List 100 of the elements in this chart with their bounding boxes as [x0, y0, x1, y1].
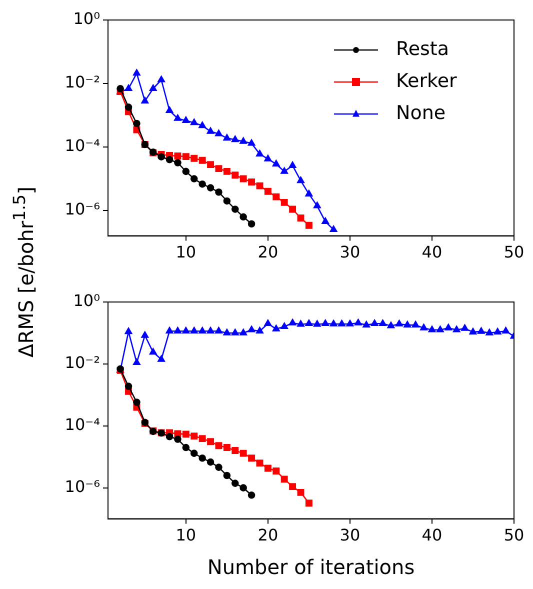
point: [223, 328, 231, 336]
point: [330, 320, 338, 326]
x-tick-label: 50: [504, 242, 524, 262]
point: [215, 464, 222, 471]
point: [124, 382, 132, 390]
point: [256, 460, 264, 467]
point: [206, 458, 214, 466]
point: [494, 328, 502, 334]
point: [436, 326, 444, 332]
point: [206, 127, 214, 134]
x-tick-label: 10: [176, 526, 196, 545]
point: [158, 355, 165, 362]
point: [305, 320, 313, 326]
point: [297, 176, 304, 184]
point: [231, 206, 239, 213]
point: [206, 326, 214, 334]
point: [288, 318, 296, 326]
point: [182, 153, 190, 160]
point: [174, 436, 182, 443]
x-tick-label: 20: [258, 526, 278, 545]
point: [190, 326, 198, 334]
point: [395, 320, 403, 326]
point: [182, 430, 190, 438]
point: [198, 326, 206, 334]
point: [256, 326, 264, 334]
point: [240, 328, 248, 336]
point: [174, 326, 182, 334]
y-tick-label: 10⁰: [73, 291, 100, 310]
point: [232, 447, 239, 454]
x-tick-label: 50: [504, 526, 524, 545]
point: [182, 326, 190, 334]
point: [289, 483, 296, 490]
point: [248, 326, 256, 332]
point: [133, 69, 140, 76]
point: [231, 328, 239, 336]
point: [313, 320, 321, 327]
point: [289, 206, 296, 213]
point: [248, 178, 256, 186]
point: [240, 213, 247, 221]
point: [207, 161, 214, 168]
point: [461, 324, 468, 331]
legend-label: Kerker: [396, 70, 458, 92]
point: [149, 348, 157, 355]
point: [198, 156, 206, 164]
point: [240, 450, 247, 457]
y-tick-label: 10⁻²: [64, 353, 100, 372]
point: [158, 76, 165, 82]
point: [452, 326, 460, 332]
point: [149, 84, 157, 92]
point: [248, 139, 256, 146]
point: [215, 326, 222, 334]
point: [297, 214, 304, 222]
point: [330, 225, 338, 232]
point: [190, 175, 198, 182]
point: [280, 198, 288, 206]
point: [428, 326, 436, 332]
point: [305, 190, 313, 196]
point: [215, 130, 222, 136]
point: [256, 182, 264, 190]
point: [223, 168, 230, 175]
point: [322, 217, 330, 224]
point: [198, 122, 206, 128]
point: [305, 500, 312, 507]
point: [354, 318, 362, 326]
point: [370, 320, 378, 326]
point: [232, 172, 239, 179]
point: [272, 193, 280, 200]
point: [133, 120, 140, 128]
point: [478, 327, 485, 334]
x-tick-label: 20: [258, 242, 278, 262]
x-tick-label: 40: [422, 526, 442, 545]
point: [124, 328, 132, 334]
point: [264, 320, 272, 326]
point: [322, 320, 330, 326]
point: [256, 150, 264, 156]
point: [174, 159, 182, 166]
y-tick-label: 10⁻⁶: [64, 200, 100, 219]
point: [297, 488, 304, 496]
point: [215, 442, 222, 450]
y-tick-label: 10⁻⁴: [64, 136, 100, 156]
point: [198, 454, 206, 462]
point: [297, 320, 304, 327]
point: [280, 167, 288, 174]
point: [240, 137, 248, 144]
point: [404, 320, 412, 328]
point: [174, 114, 182, 121]
point: [486, 328, 494, 336]
point: [190, 118, 198, 126]
y-tick-label: 10⁰: [73, 9, 100, 28]
point: [141, 96, 149, 104]
point: [198, 180, 206, 188]
point: [166, 156, 174, 164]
point: [223, 472, 231, 480]
point: [207, 438, 214, 446]
x-tick-label: 30: [340, 242, 360, 262]
point: [272, 324, 280, 332]
point: [231, 136, 239, 142]
point: [116, 84, 124, 92]
point: [198, 435, 206, 442]
point: [420, 324, 428, 330]
